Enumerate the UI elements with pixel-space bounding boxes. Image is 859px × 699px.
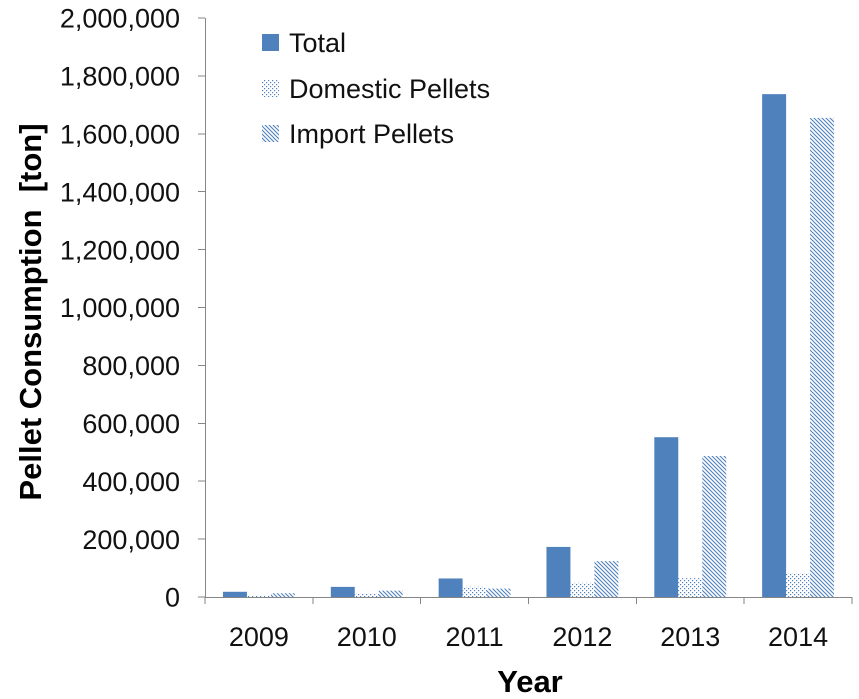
bar-domestic-pellets-2012 (570, 582, 595, 597)
y-tick-label: 1,000,000 (60, 293, 180, 323)
bar-import-pellets-2013 (702, 456, 727, 597)
y-tick-label: 200,000 (82, 525, 180, 555)
legend-swatch-import-pellets (262, 125, 279, 142)
bar-domestic-pellets-2010 (354, 593, 379, 597)
bar-total-2011 (438, 578, 463, 597)
y-tick-label: 1,800,000 (60, 62, 180, 92)
bar-import-pellets-2010 (378, 590, 403, 597)
y-tick-label: 600,000 (82, 409, 180, 439)
y-tick-label: 2,000,000 (60, 4, 180, 34)
series-total (222, 94, 787, 597)
y-tick-label: 1,200,000 (60, 235, 180, 265)
bar-total-2012 (546, 546, 571, 597)
y-tick-label: 1,600,000 (60, 120, 180, 150)
legend-label-total: Total (289, 28, 346, 58)
legend-swatch-total (262, 34, 279, 51)
x-axis-title: Year (497, 664, 563, 699)
legend-label-domestic-pellets: Domestic Pellets (289, 74, 490, 104)
x-tick-label-2013: 2013 (660, 622, 720, 652)
bar-import-pellets-2014 (810, 117, 835, 597)
x-tick-label-2010: 2010 (337, 622, 397, 652)
x-tick-label-2011: 2011 (446, 622, 504, 652)
series-import-pellets (270, 117, 835, 597)
bar-domestic-pellets-2009 (246, 595, 271, 597)
bar-import-pellets-2009 (270, 593, 295, 597)
bar-import-pellets-2012 (594, 561, 619, 597)
bar-series-group (222, 94, 835, 597)
y-tick-label: 800,000 (82, 351, 180, 381)
x-tick-label-2012: 2012 (552, 622, 612, 652)
y-tick-label: 400,000 (82, 467, 180, 497)
legend-swatch-domestic-pellets (262, 80, 279, 97)
legend-label-import-pellets: Import Pellets (289, 119, 454, 149)
bar-total-2013 (654, 437, 679, 597)
legend-item-domestic-pellets: Domestic Pellets (262, 74, 490, 104)
legend-item-total: Total (262, 28, 346, 58)
bar-import-pellets-2011 (486, 588, 511, 597)
legend-item-import-pellets: Import Pellets (262, 119, 454, 149)
bar-domestic-pellets-2011 (462, 586, 487, 597)
bar-total-2010 (330, 586, 355, 597)
x-tick-label-2009: 2009 (229, 622, 289, 652)
series-domestic-pellets (246, 572, 811, 597)
x-tick-label-2014: 2014 (768, 622, 828, 652)
legend: Total Domestic Pellets Import Pellets (262, 28, 490, 149)
bar-domestic-pellets-2014 (786, 572, 811, 597)
bar-domestic-pellets-2013 (678, 578, 703, 597)
y-tick-label: 0 (165, 583, 180, 613)
y-tick-label: 1,400,000 (60, 177, 180, 207)
axes-group: 0 200,000 400,000 600,000 800,000 1,000,000 1,… (60, 4, 853, 652)
y-axis-title: Pellet Consumption [ton] (13, 123, 48, 500)
bar-total-2009 (222, 591, 247, 597)
bar-total-2014 (762, 94, 787, 597)
